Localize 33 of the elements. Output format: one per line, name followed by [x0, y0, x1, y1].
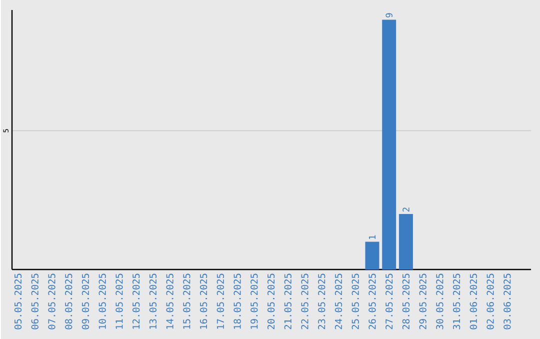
x-tick-label: 16.05.2025 [200, 274, 208, 329]
x-tick-label: 27.05.2025 [386, 274, 393, 329]
x-tick-label: 15.05.2025 [183, 274, 190, 329]
x-tick-label: 23.05.2025 [318, 274, 326, 329]
x-tick-label: 24.05.2025 [334, 274, 342, 329]
x-tick-label: 10.05.2025 [98, 274, 106, 329]
x-tick-label: 14.05.2025 [166, 274, 174, 329]
x-tick-label: 18.05.2025 [234, 274, 241, 329]
x-tick-label: 30.05.2025 [436, 274, 444, 330]
x-tick-label: 02.06.2025 [486, 274, 494, 330]
x-tick-label: 08.05.2025 [65, 274, 72, 330]
x-tick-label: 05.05.2025 [14, 274, 22, 330]
x-tick-label: 28.05.2025 [402, 274, 410, 329]
x-tick-label: 21.05.2025 [284, 274, 292, 329]
x-tick-label: 01.06.2025 [470, 274, 478, 330]
x-tick-label: 12.05.2025 [132, 274, 140, 329]
x-tick-label: 31.05.2025 [452, 274, 460, 330]
data-label: 2 [402, 207, 410, 212]
data-label: 1 [368, 235, 376, 239]
x-tick-label: 29.05.2025 [419, 274, 426, 329]
x-tick-label: 11.05.2025 [116, 274, 123, 329]
data-label: 9 [386, 13, 392, 18]
x-tick-label: 25.05.2025 [352, 274, 359, 329]
x-tick-label: 19.05.2025 [250, 274, 258, 329]
x-tick-label: 09.05.2025 [82, 274, 90, 330]
x-tick-label: 03.06.2025 [504, 274, 511, 330]
x-tick-label: 26.05.2025 [368, 274, 376, 329]
x-tick-label: 06.05.2025 [31, 274, 38, 330]
x-tick-label: 07.05.2025 [48, 274, 56, 330]
x-tick-label: 17.05.2025 [216, 274, 224, 329]
x-tick-label: 20.05.2025 [267, 274, 275, 329]
x-tick-label: 22.05.2025 [301, 274, 308, 329]
x-tick-label: 13.05.2025 [149, 274, 157, 329]
